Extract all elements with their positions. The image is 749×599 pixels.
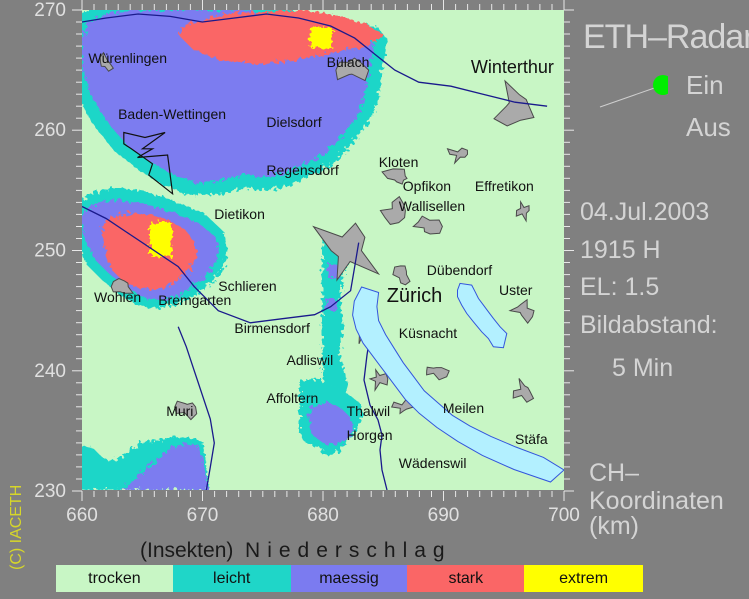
svg-text:700: 700 [548,505,580,526]
svg-text:Dielsdorf: Dielsdorf [266,114,321,130]
svg-text:Regensdorf: Regensdorf [266,162,338,178]
svg-text:Zürich: Zürich [387,285,443,307]
svg-text:Adliswil: Adliswil [287,352,334,368]
svg-text:660: 660 [66,505,98,526]
svg-text:680: 680 [307,505,339,526]
svg-text:Winterthur: Winterthur [471,57,554,77]
svg-text:Effretikon: Effretikon [475,178,534,194]
svg-text:Thalwil: Thalwil [347,403,391,419]
svg-text:Küsnacht: Küsnacht [399,325,457,341]
svg-text:Affoltern: Affoltern [266,390,318,406]
svg-text:Opfikon: Opfikon [403,178,451,194]
svg-text:Birmensdorf: Birmensdorf [234,320,310,336]
svg-text:Dübendorf: Dübendorf [427,262,492,278]
svg-text:240: 240 [34,361,66,382]
svg-text:Dietikon: Dietikon [214,206,265,222]
svg-text:Würenlingen: Würenlingen [88,50,167,66]
svg-text:670: 670 [187,505,219,526]
svg-text:230: 230 [34,481,66,502]
svg-text:Bülach: Bülach [327,54,370,70]
svg-text:Wohlen: Wohlen [94,289,141,305]
svg-text:Wädenswil: Wädenswil [399,455,467,471]
svg-text:Horgen: Horgen [347,427,393,443]
svg-text:Bremgarten: Bremgarten [158,292,231,308]
svg-text:Baden-Wettingen: Baden-Wettingen [118,106,226,122]
svg-text:Uster: Uster [499,282,533,298]
svg-text:Stäfa: Stäfa [515,431,548,447]
svg-text:Meilen: Meilen [443,400,484,416]
svg-text:690: 690 [428,505,460,526]
svg-text:Kloten: Kloten [379,154,419,170]
svg-text:270: 270 [34,0,66,21]
svg-text:260: 260 [34,120,66,141]
svg-text:250: 250 [34,241,66,262]
svg-text:Muri: Muri [166,403,193,419]
svg-text:Wallisellen: Wallisellen [399,198,465,214]
